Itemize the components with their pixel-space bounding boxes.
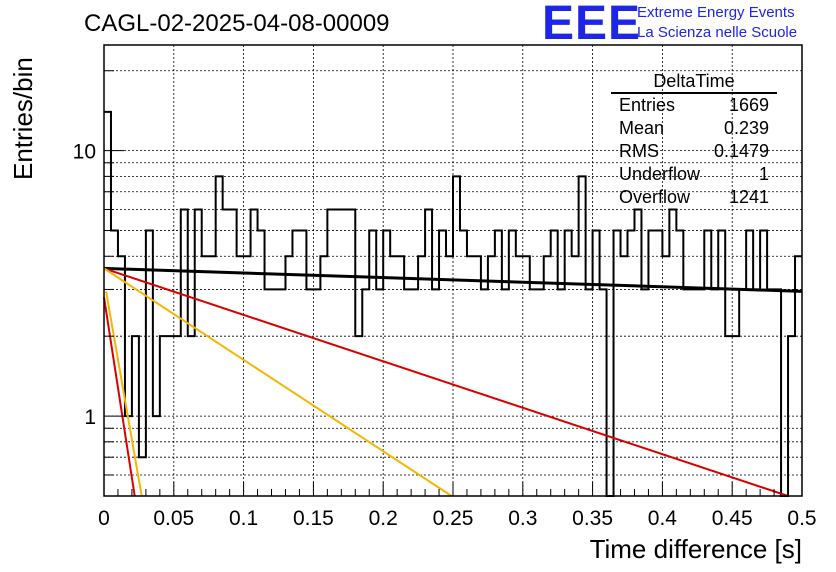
x-tick-label: 0.05 — [153, 507, 194, 530]
fit-curve-line — [103, 267, 453, 497]
stats-row-rms: RMS 0.1479 — [611, 140, 777, 163]
stats-value: 1 — [758, 164, 769, 184]
stats-title: DeltaTime — [611, 70, 777, 94]
fit-curve-line — [103, 297, 136, 497]
y-tick-label: 10 — [73, 141, 96, 164]
y-axis-label: Entries/bin — [8, 57, 38, 180]
stats-label: Entries — [619, 95, 676, 115]
x-axis-label: Time difference [s] — [589, 534, 802, 564]
histogram-steps — [104, 110, 802, 497]
y-tick-label: 1 — [84, 406, 96, 429]
fit-curve-line — [103, 266, 803, 293]
logo-line2: La Scienza nelle Scuole — [637, 24, 798, 41]
x-tick-label: 0.15 — [293, 507, 334, 530]
x-tick-label: 0.4 — [648, 507, 678, 530]
fit-curve-line — [105, 291, 143, 497]
stats-row-overflow: Overflow 1241 — [611, 186, 777, 209]
x-tick-label: 0.5 — [787, 507, 816, 530]
stats-label: RMS — [619, 141, 659, 161]
stats-row-mean: Mean 0.239 — [611, 117, 777, 140]
x-tick-label: 0.45 — [712, 507, 753, 530]
stats-row-underflow: Underflow 1 — [611, 163, 777, 186]
axis-ticks — [103, 70, 803, 497]
x-tick-label: 0.25 — [433, 507, 474, 530]
logo-line1: Extreme Energy Events — [637, 4, 795, 21]
stats-label: Underflow — [619, 164, 701, 184]
x-tick-label: 0.35 — [572, 507, 613, 530]
histogram-group — [104, 110, 802, 497]
fit-curves-group — [103, 266, 803, 497]
stats-box: DeltaTime Entries 1669 Mean 0.239 RMS 0.… — [611, 70, 777, 209]
x-tick-label: 0.3 — [508, 507, 537, 530]
x-tick-label: 0 — [98, 507, 110, 530]
stats-label: Overflow — [619, 187, 691, 207]
stats-value: 0.239 — [723, 118, 769, 138]
eee-logo-mark: EEE — [542, 0, 642, 50]
fit-curve-line — [103, 267, 789, 497]
stats-value: 1669 — [728, 95, 769, 115]
stats-row-entries: Entries 1669 — [611, 94, 777, 117]
chart-title: CAGL-02-2025-04-08-00009 — [84, 10, 390, 37]
x-tick-label: 0.1 — [229, 507, 258, 530]
stats-value: 0.1479 — [713, 141, 769, 161]
axis-tick-labels: 0 0.05 0.1 0.15 0.2 0.25 0.3 0.35 0.4 0.45 0.5 1 10 — [73, 141, 817, 530]
x-tick-label: 0.2 — [369, 507, 398, 530]
stats-value: 1241 — [728, 187, 769, 207]
stats-label: Mean — [619, 118, 665, 138]
